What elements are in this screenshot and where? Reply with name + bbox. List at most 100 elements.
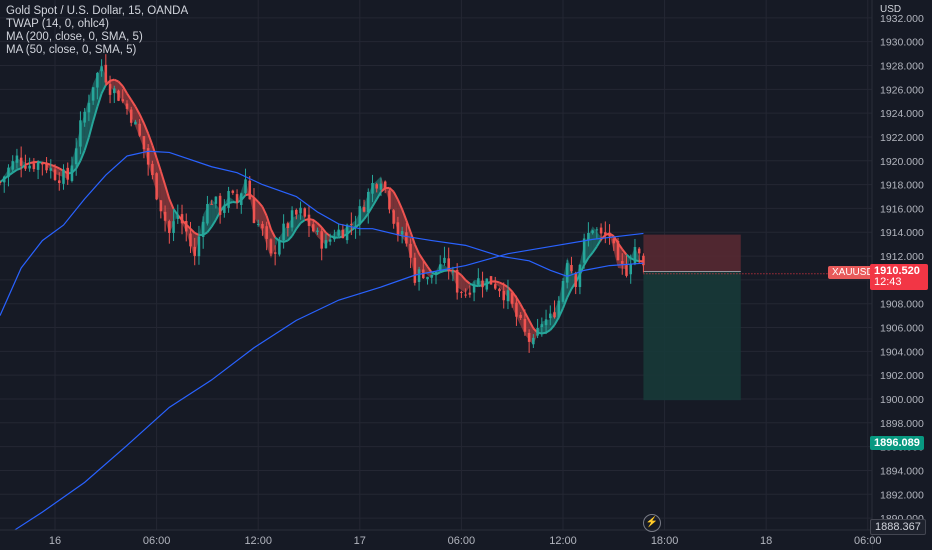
candle-body <box>578 264 582 287</box>
twap-line <box>499 281 505 286</box>
twap-line <box>621 248 628 256</box>
candle-body <box>57 180 61 184</box>
candle-body <box>142 136 146 150</box>
price-tick-label: 1898.000 <box>880 418 924 430</box>
legend-ma200[interactable]: MA (200, close, 0, SMA, 5) <box>6 31 143 43</box>
candle-body <box>358 206 362 225</box>
legend-twap[interactable]: TWAP (14, 0, ohlc4) <box>6 18 109 30</box>
candle-body <box>269 239 273 254</box>
candle-body <box>7 167 10 178</box>
candle-body <box>184 221 188 232</box>
price-tick-label: 1902.000 <box>880 370 924 382</box>
candle-body <box>324 240 328 249</box>
candle-body <box>163 211 167 221</box>
candle-body <box>616 241 620 261</box>
candle-body <box>168 221 171 233</box>
twap-line <box>625 253 632 260</box>
candle-body <box>637 248 641 254</box>
twap-line <box>172 208 179 216</box>
candle-body <box>218 195 222 215</box>
twap-line <box>274 236 281 242</box>
twap-fill <box>330 232 335 239</box>
candle-body <box>316 230 319 233</box>
time-tick-label: 17 <box>354 535 366 547</box>
position-zones[interactable] <box>643 234 741 401</box>
price-tick-label: 1904.000 <box>880 346 924 358</box>
candle-body <box>311 224 315 232</box>
candle-body <box>36 161 40 170</box>
price-tick-label: 1914.000 <box>880 227 924 239</box>
price-tick-label: 1912.000 <box>880 251 924 263</box>
candle-body <box>278 240 281 255</box>
candle-body <box>189 233 192 247</box>
twap-line <box>117 80 124 87</box>
candle-body <box>549 313 552 319</box>
candle-body <box>286 223 290 229</box>
candle-body <box>515 302 518 317</box>
candle-body <box>223 206 226 213</box>
candle-body <box>464 294 467 296</box>
candle-body <box>70 165 74 181</box>
price-tick-label: 1906.000 <box>880 323 924 335</box>
ma50-line <box>0 150 644 316</box>
twap-line <box>29 161 35 165</box>
price-tick-label: 1900.000 <box>880 394 924 406</box>
candle-body <box>227 191 230 208</box>
twap-line <box>75 160 82 170</box>
twap-line <box>409 231 416 245</box>
candle-body <box>193 246 196 256</box>
twap-line <box>363 212 370 220</box>
bolt-icon[interactable]: ⚡ <box>643 514 661 532</box>
candle-body <box>489 276 493 285</box>
candle-body <box>303 208 307 217</box>
twap-line <box>121 85 128 94</box>
twap-line <box>325 231 331 237</box>
candle-body <box>151 163 154 176</box>
candle-body <box>333 236 336 240</box>
twap-line <box>210 219 217 228</box>
candle-body <box>176 215 180 219</box>
legend-title[interactable]: Gold Spot / U.S. Dollar, 15, OANDA <box>6 5 189 17</box>
symbol-tag: XAUUSD <box>828 266 878 279</box>
candle-body <box>290 210 294 228</box>
candle-body <box>180 214 184 224</box>
candle-body <box>367 191 370 213</box>
candle-body <box>498 288 501 292</box>
candle-body <box>87 102 91 113</box>
candle-body <box>527 332 531 342</box>
candle-body <box>532 337 535 345</box>
candle-body <box>438 264 442 271</box>
candle-body <box>231 190 235 193</box>
candle-body <box>146 148 150 165</box>
twap-line <box>503 283 509 289</box>
twap-line <box>396 199 404 210</box>
candle-body <box>45 162 48 171</box>
legend-ma50[interactable]: MA (50, close, 0, SMA, 5) <box>6 44 137 56</box>
candle-body <box>383 181 387 189</box>
target-price-tag: 1896.089 <box>870 436 924 450</box>
twap-line <box>422 259 429 268</box>
candle-body <box>261 223 264 229</box>
twap-line <box>464 279 471 285</box>
time-tick-label: 18 <box>760 535 772 547</box>
candle-body <box>138 123 141 136</box>
candle-body <box>0 181 2 183</box>
candle-body <box>455 269 459 293</box>
twap-line <box>126 92 133 101</box>
candle-body <box>11 161 14 170</box>
twap-line <box>109 78 115 82</box>
grid <box>0 0 872 530</box>
twap-line <box>24 162 31 166</box>
time-tick-label: 12:00 <box>244 535 272 547</box>
twap-line <box>138 113 145 124</box>
twap-line <box>83 136 90 151</box>
price-tick-label: 1924.000 <box>880 108 924 120</box>
time-tick-label: 06:00 <box>448 535 476 547</box>
price-tick-label: 1920.000 <box>880 156 924 168</box>
candle-body <box>214 196 218 204</box>
twap-line <box>562 297 569 309</box>
candle-body <box>91 87 95 101</box>
twap-line <box>194 232 200 236</box>
